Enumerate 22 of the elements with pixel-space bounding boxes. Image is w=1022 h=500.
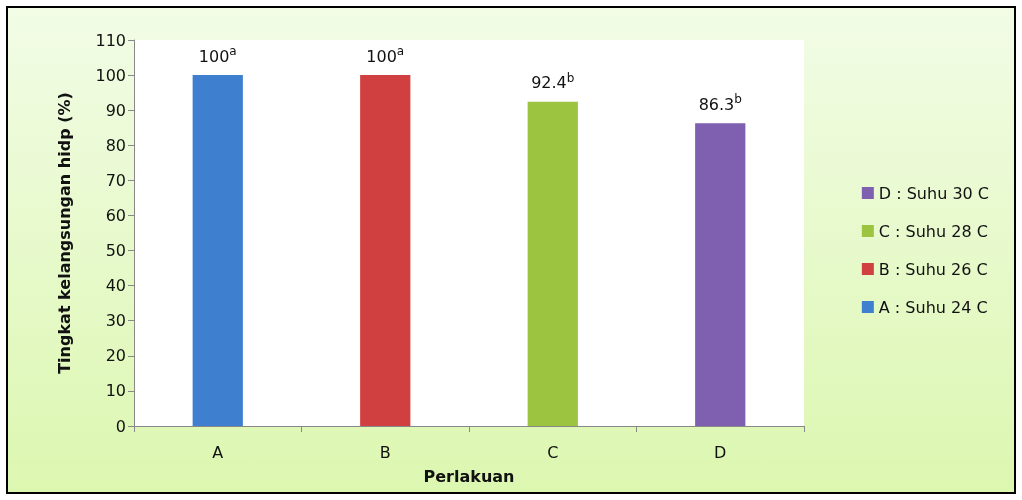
legend-label: A : Suhu 24 C (878, 297, 988, 317)
y-tick-label: 50 (105, 241, 126, 261)
y-axis-title: Tingkat kelangsungan hidp (%) (54, 92, 74, 374)
y-tick-label: 30 (105, 311, 126, 331)
legend-label: D : Suhu 30 C (878, 183, 990, 203)
x-axis-title: Perlakuan (423, 466, 515, 486)
y-tick-label: 110 (95, 30, 126, 50)
y-tick-label: 0 (115, 416, 126, 436)
y-tick-label: 80 (105, 135, 126, 155)
y-tick-label: 10 (105, 381, 126, 401)
legend-label: B : Suhu 26 C (878, 259, 988, 279)
legend-label: C : Suhu 28 C (878, 221, 988, 241)
y-tick-label: 90 (105, 100, 126, 120)
y-tick-label: 70 (105, 170, 126, 190)
x-tick-label: A (212, 442, 224, 462)
x-tick-label: D (714, 442, 727, 462)
y-tick-label: 40 (105, 276, 126, 296)
x-tick-label: B (379, 442, 391, 462)
y-tick-label: 100 (95, 65, 126, 85)
y-tick-label: 60 (105, 205, 126, 225)
x-tick-label: C (547, 442, 559, 462)
y-tick-label: 20 (105, 346, 126, 366)
